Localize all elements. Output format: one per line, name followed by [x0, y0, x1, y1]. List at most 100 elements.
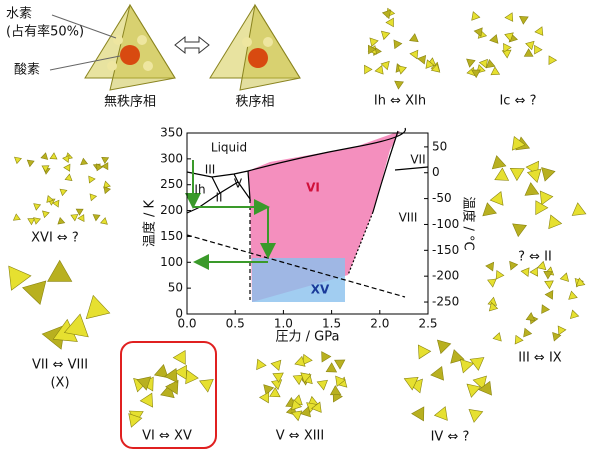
tetrahedron-disordered [49, 3, 176, 91]
tetrahedron [485, 59, 496, 69]
tetrahedron [512, 223, 527, 238]
tetrahedron [40, 152, 49, 160]
tetrahedron [101, 162, 109, 171]
tetrahedron [535, 200, 549, 216]
tetrahedron [469, 357, 485, 371]
tetrahedron [459, 358, 475, 374]
phase-pair-label: VI ⇔ XV [142, 429, 192, 444]
axes: 0.0 0.5 1.0 1.5 2.0 2.5 0 50 100 150 200 250 300 350 5… [160, 126, 459, 331]
tetrahedron [380, 30, 391, 41]
phase-pair-label: (X) [50, 376, 69, 391]
phase-label: III [205, 163, 216, 177]
y-tick-label: 250 [160, 177, 183, 191]
tetrahedron [539, 190, 554, 206]
tetrahedron [534, 26, 544, 36]
tetrahedron [534, 44, 543, 55]
tetrahedron [291, 410, 303, 422]
tetrahedron [270, 379, 283, 391]
structure-illustration [8, 259, 111, 350]
tetrahedron [525, 312, 536, 321]
y2-tick-label: -100 [432, 217, 459, 231]
tetrahedron [520, 267, 530, 277]
tetrahedron [559, 272, 570, 282]
tetrahedron [89, 193, 98, 202]
tetrahedron [316, 379, 328, 391]
tetrahedron [525, 40, 535, 51]
tetrahedron [488, 301, 499, 312]
tetrahedron [33, 203, 42, 211]
tetrahedron [509, 167, 525, 182]
tetrahedron [514, 334, 524, 345]
double-arrow [174, 35, 210, 55]
tetrahedron [258, 391, 270, 404]
tetrahedron-ordered [209, 3, 301, 91]
structure-illustration [403, 339, 492, 423]
tetrahedron [571, 202, 587, 216]
tetrahedron [92, 214, 101, 222]
tetrahedron [101, 156, 110, 164]
y-tick-label: 50 [168, 281, 183, 295]
tetrahedron [569, 309, 580, 320]
tetrahedron [63, 313, 89, 338]
tetrahedron [321, 351, 332, 363]
phase-pair-label: XVI ⇔ ? [31, 231, 79, 246]
x-tick-label: 0.5 [226, 317, 245, 331]
tetrahedron [300, 406, 312, 418]
tetrahedron [46, 195, 54, 203]
tetrahedron [59, 188, 68, 197]
y2-tick-label: 0 [432, 165, 440, 179]
phase-label: V [234, 177, 243, 191]
tetrahedron [557, 325, 567, 336]
phase-pair-label: III ⇔ IX [518, 351, 561, 366]
tetrahedron [199, 378, 214, 393]
structure-illustration [256, 351, 348, 422]
tetrahedron [335, 375, 346, 387]
tetrahedron [311, 401, 322, 413]
tetrahedron [14, 156, 22, 165]
oxygen-label: 酸素 [14, 63, 40, 78]
tetrahedron [492, 332, 502, 342]
xv-region [252, 258, 345, 302]
y-tick-label: 0 [175, 307, 183, 321]
y2-axis-label: 温度 / °C [461, 196, 477, 250]
tetrahedron [478, 380, 492, 396]
tetrahedron [172, 349, 186, 365]
tetrahedron [403, 376, 419, 391]
tetrahedron [430, 365, 444, 381]
tetrahedron [466, 383, 482, 398]
tetrahedron [411, 406, 425, 422]
phase-label: VII [410, 153, 425, 167]
tetrahedron [489, 191, 504, 206]
y-axis-label: 温度 / K [142, 199, 158, 247]
phase-pair-label: V ⇔ XIII [276, 429, 324, 444]
tetrahedron [548, 214, 563, 230]
tetrahedron [270, 359, 282, 371]
ordered-label: 秩序相 [235, 95, 274, 110]
tetrahedron [294, 355, 306, 367]
tetrahedron [468, 409, 484, 423]
tetrahedron [374, 65, 384, 75]
y-tick-label: 200 [160, 203, 183, 217]
tetrahedron [409, 33, 419, 43]
tetrahedron [575, 277, 586, 287]
tetrahedron [173, 364, 187, 380]
tetrahedron [325, 362, 338, 373]
phase-label: VIII [399, 211, 418, 225]
tetrahedron [64, 173, 73, 181]
tetrahedron [164, 368, 178, 383]
x-tick-label: 1.0 [274, 317, 293, 331]
hydrogen-label: 水素 [6, 7, 32, 22]
tetrahedron [62, 155, 70, 163]
tetrahedron [430, 63, 441, 73]
tetrahedron [185, 369, 199, 385]
tetrahedron [473, 27, 483, 37]
tetrahedron [543, 270, 553, 280]
tetrahedron [329, 385, 342, 396]
tetrahedron [417, 344, 432, 360]
tetrahedron [511, 135, 526, 151]
tetrahedron [509, 260, 519, 271]
structure-illustration [482, 135, 587, 238]
y-tick-label: 100 [160, 255, 183, 269]
tetrahedron [524, 182, 540, 196]
